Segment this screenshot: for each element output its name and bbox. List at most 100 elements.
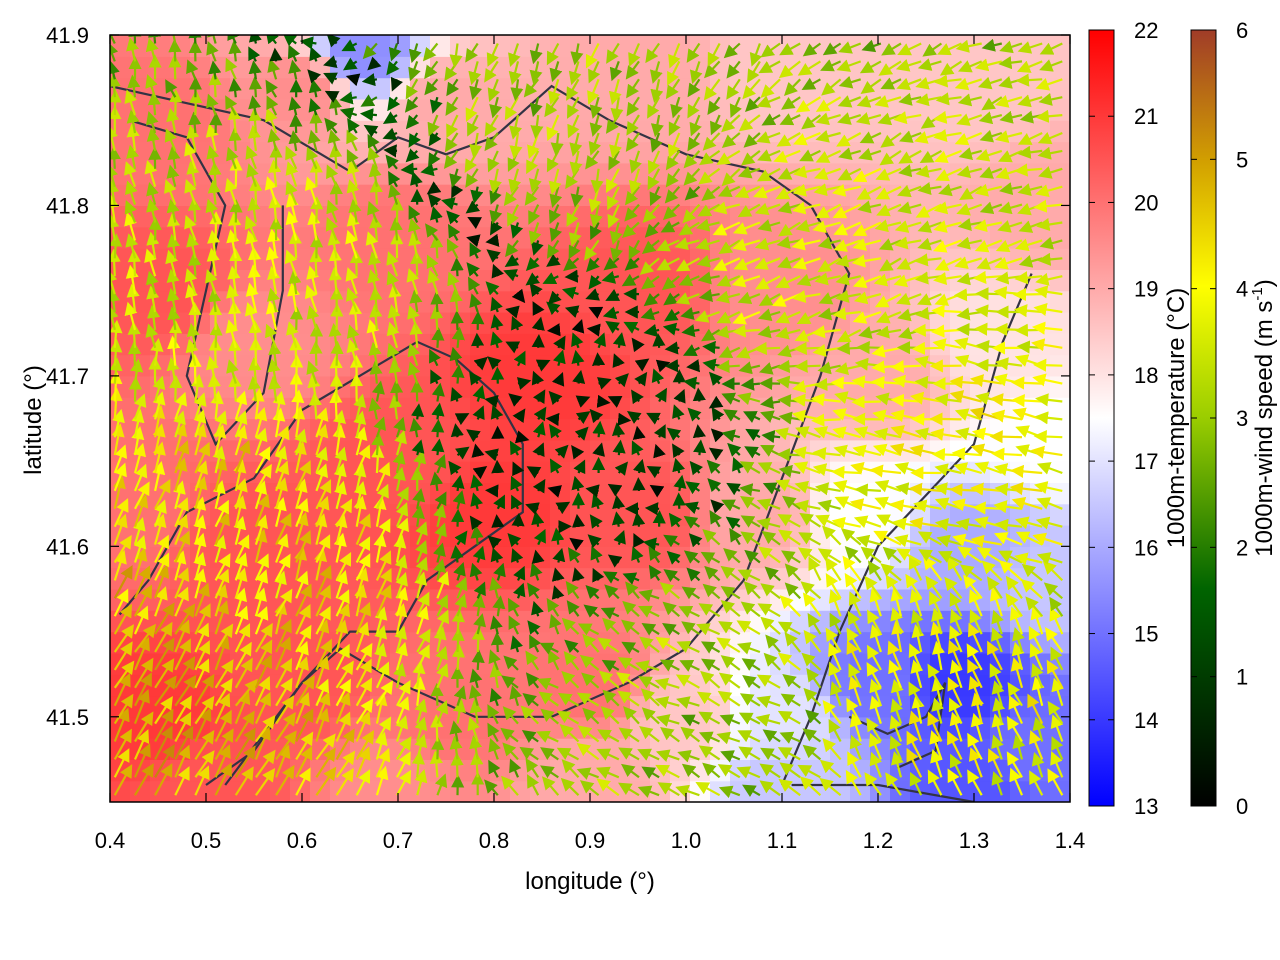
heatmap-cell <box>190 652 211 675</box>
heatmap-cell <box>1010 375 1031 398</box>
heatmap-cell <box>490 610 511 633</box>
heatmap-cell <box>1050 269 1070 292</box>
wind-arrow <box>644 502 660 516</box>
heatmap-cell <box>150 674 171 697</box>
wind-arrow <box>168 54 182 80</box>
wind-arrow <box>856 340 881 355</box>
heatmap-cell <box>530 333 551 356</box>
heatmap-cell <box>490 674 511 697</box>
heatmap-cell <box>610 397 631 420</box>
heatmap-cell <box>470 290 491 313</box>
heatmap-cell <box>1050 439 1070 462</box>
heatmap-cell <box>370 162 391 185</box>
heatmap-cell <box>350 780 371 802</box>
wind-arrow <box>777 394 801 408</box>
heatmap-cell <box>430 226 451 249</box>
heatmap-cell <box>390 269 411 292</box>
heatmap-cell <box>590 482 611 505</box>
wind-arrow <box>836 341 861 355</box>
wind-arrow <box>1011 393 1043 408</box>
heatmap-cell <box>450 759 471 782</box>
heatmap-cell <box>590 461 611 483</box>
heatmap-cell <box>690 759 711 782</box>
heatmap-cell <box>550 312 571 334</box>
wind-arrow <box>949 483 982 497</box>
colorbar-tick-label: 5 <box>1236 147 1248 172</box>
wind-arrow <box>511 512 525 527</box>
wind-arrow <box>450 423 464 438</box>
heatmap-cell <box>790 674 811 697</box>
heatmap-cell <box>190 184 211 206</box>
y-tick-label: 41.8 <box>46 193 89 218</box>
heatmap-cell <box>730 631 751 654</box>
heatmap-cell <box>510 482 531 505</box>
heatmap-cell <box>590 503 611 526</box>
wind-arrow <box>289 113 303 134</box>
heatmap-cell <box>610 503 631 526</box>
heatmap-cell <box>270 738 291 760</box>
heatmap-cell <box>1050 120 1070 143</box>
y-tick-label: 41.6 <box>46 534 89 559</box>
colorbar-tick-label: 18 <box>1134 363 1158 388</box>
heatmap-cell <box>630 525 651 547</box>
wind-arrow <box>484 394 499 408</box>
wind-arrow <box>890 393 922 407</box>
heatmap-cell <box>410 162 431 185</box>
heatmap-cell <box>830 141 851 164</box>
heatmap-cell <box>1050 546 1070 569</box>
heatmap-cell <box>750 333 771 356</box>
heatmap-cell <box>710 439 731 462</box>
wind-arrow <box>547 485 562 498</box>
wind-arrow <box>551 527 565 545</box>
heatmap-cell <box>1050 375 1070 398</box>
heatmap-cell <box>210 77 231 100</box>
wind-arrow <box>309 248 323 277</box>
heatmap-cell <box>910 56 931 79</box>
heatmap-cell <box>610 418 631 441</box>
heatmap-cell <box>990 120 1011 143</box>
heatmap-cell <box>570 56 591 79</box>
heatmap-cell <box>570 141 591 164</box>
heatmap-cell <box>470 184 491 206</box>
heatmap-cell <box>930 439 951 462</box>
heatmap-cell <box>650 439 671 462</box>
heatmap-cell <box>630 716 651 739</box>
heatmap-cell <box>830 120 851 143</box>
heatmap-cell <box>370 354 391 377</box>
heatmap-cell <box>550 248 571 270</box>
colorbar-tick-label: 17 <box>1134 449 1158 474</box>
heatmap-cell <box>550 482 571 505</box>
heatmap-cell <box>330 780 351 802</box>
heatmap-cell <box>390 503 411 526</box>
heatmap-cell <box>130 780 151 802</box>
wind-arrow <box>431 327 445 348</box>
heatmap-cell <box>330 397 351 420</box>
heatmap-cell <box>130 418 151 441</box>
heatmap-cell <box>610 375 631 398</box>
heatmap-cell <box>170 77 191 100</box>
heatmap-cell <box>970 333 991 356</box>
heatmap-cell <box>590 397 611 420</box>
heatmap-cell <box>450 226 471 249</box>
heatmap-cell <box>370 35 391 57</box>
heatmap-cell <box>490 98 511 121</box>
heatmap-cell <box>570 439 591 462</box>
x-axis-label: longitude (°) <box>525 868 655 895</box>
wind-arrow <box>208 161 222 187</box>
heatmap-cell <box>550 162 571 185</box>
wind-arrow <box>431 438 445 456</box>
heatmap-cell <box>490 439 511 462</box>
heatmap-cell <box>450 290 471 313</box>
heatmap-cell <box>650 546 671 569</box>
heatmap-cell <box>310 738 331 760</box>
heatmap-cell <box>470 439 491 462</box>
heatmap-cell <box>610 184 631 206</box>
heatmap-cell <box>310 162 331 185</box>
heatmap-cell <box>290 397 311 420</box>
heatmap-cell <box>1010 588 1031 611</box>
heatmap-cell <box>710 631 731 654</box>
heatmap-cell <box>430 312 451 334</box>
heatmap-cell <box>570 780 591 802</box>
wind-arrow <box>1033 429 1063 444</box>
heatmap-cell <box>350 312 371 334</box>
